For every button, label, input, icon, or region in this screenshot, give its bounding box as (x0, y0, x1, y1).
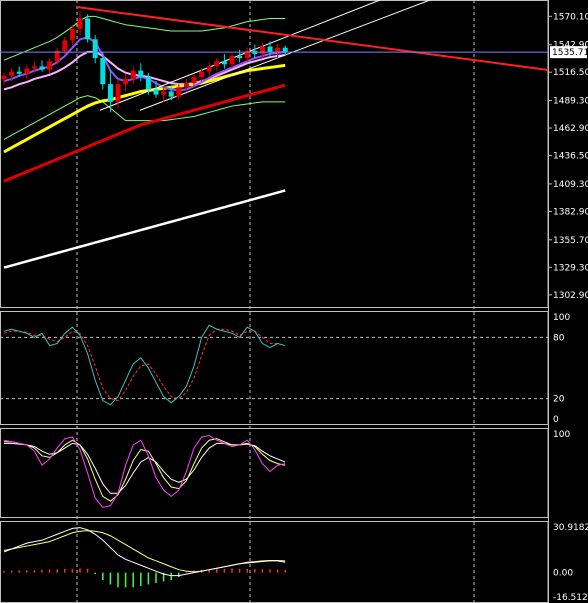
osc-signal-line (3, 328, 286, 402)
candle-body-22 (168, 91, 174, 97)
macd-tick-label-0: 30.91822 (553, 523, 588, 533)
macd-tick-label-2: -16.5127 (553, 593, 588, 603)
ma-red-line (3, 83, 286, 183)
candle-body-34 (259, 46, 265, 54)
candle-body-11 (85, 18, 91, 40)
ma-pink-line (3, 50, 286, 91)
osc-main-line (3, 324, 286, 406)
candle-body-30 (229, 56, 235, 65)
osc-tick-label-2: 20 (553, 395, 565, 405)
candle-body-16 (123, 78, 129, 85)
candle-body-28 (214, 61, 220, 67)
osc-tick-label-1: 80 (553, 333, 565, 343)
candle-body-4 (31, 66, 37, 69)
candle-body-18 (138, 70, 144, 77)
price-tick-label-7: 1382.90 (553, 207, 588, 217)
candle-body-8 (62, 40, 68, 51)
candle-body-9 (69, 28, 75, 41)
pane-border-0 (0, 0, 549, 308)
candle-body-21 (161, 91, 167, 95)
candle-body-7 (54, 50, 60, 62)
candle-body-6 (47, 61, 53, 70)
price-tick-label-5: 1436.50 (553, 152, 588, 162)
candle-body-31 (237, 56, 243, 59)
current-price-label: 1535.71 (552, 48, 588, 58)
macd-tick-label-1: 0.00 (553, 569, 573, 579)
macd-signal-line (3, 530, 286, 573)
candle-body-32 (244, 50, 250, 59)
bollinger-lower-line (3, 95, 286, 140)
price-tick-label-0: 1570.10 (553, 12, 588, 22)
candle-body-14 (107, 84, 113, 102)
candle-body-26 (199, 71, 205, 77)
candle-body-5 (39, 66, 45, 70)
candle-body-17 (130, 70, 136, 79)
candle-body-2 (16, 71, 22, 74)
ma-purple-line (3, 36, 286, 92)
current-price-tag (550, 46, 587, 59)
candle-body-35 (267, 46, 273, 52)
candle-body-13 (100, 58, 106, 85)
candle-body-37 (282, 47, 288, 53)
price-tick-label-3: 1489.30 (553, 97, 588, 107)
bollinger-upper-line (3, 15, 286, 61)
stoch-main-line (3, 435, 286, 508)
price-tick-label-8: 1355.70 (553, 236, 588, 246)
osc-tick-label-0: 100 (553, 313, 570, 323)
pane-border-2 (0, 428, 549, 518)
resistance-trendline (76, 6, 549, 71)
price-tick-label-4: 1462.90 (553, 124, 588, 134)
candle-body-1 (9, 71, 15, 76)
candle-body-29 (221, 61, 227, 65)
candle-body-0 (1, 75, 7, 79)
price-tick-label-1: 1542.90 (553, 41, 588, 51)
candle-body-36 (275, 47, 281, 52)
candle-body-3 (24, 68, 30, 74)
candle-body-27 (206, 66, 212, 72)
price-tick-label-2: 1516.50 (553, 68, 588, 78)
candle-body-12 (92, 39, 98, 59)
candle-body-20 (153, 89, 159, 95)
candle-body-24 (183, 83, 189, 88)
pane-border-1 (0, 311, 549, 425)
long-ma-white-line (3, 189, 286, 269)
stoch-tick-label-0: 100 (553, 430, 570, 440)
price-tick-label-10: 1302.90 (553, 291, 588, 301)
candle-body-10 (77, 18, 83, 29)
price-tick-label-9: 1329.30 (553, 263, 588, 273)
candle-body-23 (176, 87, 182, 97)
pane-border-3 (0, 521, 549, 603)
candle-body-15 (115, 84, 121, 102)
candle-body-25 (191, 76, 197, 84)
price-tick-label-6: 1409.30 (553, 180, 588, 190)
candle-body-19 (145, 76, 151, 90)
macd-main-line (3, 527, 286, 577)
osc-tick-label-3: 0 (553, 415, 559, 425)
